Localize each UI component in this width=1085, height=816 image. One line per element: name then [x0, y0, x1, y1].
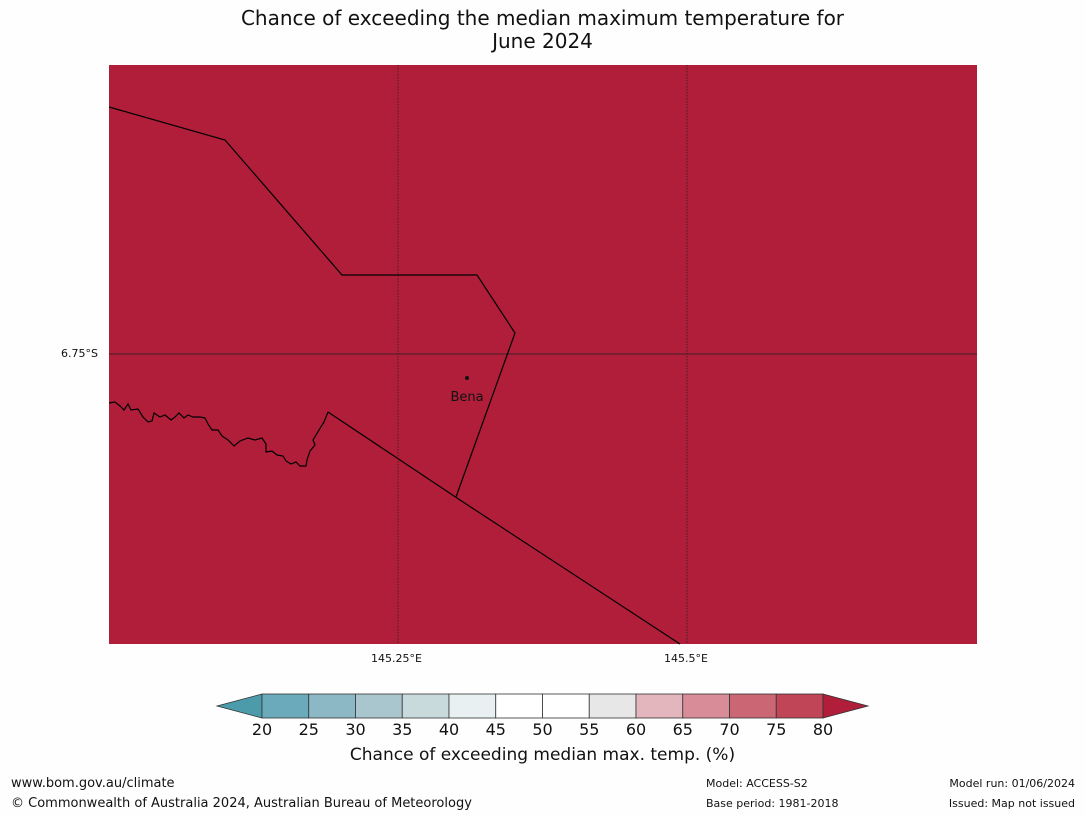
colorbar-swatch	[401, 693, 450, 719]
colorbar-swatch	[448, 693, 497, 719]
colorbar-swatch	[635, 693, 684, 719]
colorbar-tick-label: 55	[579, 720, 600, 739]
colorbar-extend-low	[215, 693, 263, 719]
colorbar-swatch	[729, 693, 777, 719]
place-bena: Bena	[450, 376, 484, 405]
place-marker	[465, 376, 469, 380]
colorbar-tick-label: 75	[766, 720, 787, 739]
colorbar-swatch	[682, 693, 730, 719]
colorbar-tick-label: 70	[719, 720, 740, 739]
colorbar-tick-label: 40	[438, 720, 460, 739]
colorbar-swatch	[495, 693, 543, 719]
graticule	[109, 65, 977, 644]
colorbar-tick-label: 35	[392, 720, 413, 739]
issued-text: Issued: Map not issued	[948, 797, 1075, 810]
colorbar-swatch	[261, 693, 310, 719]
lon-label-145-5: 145.5°E	[664, 652, 708, 665]
model-run-text: Model run: 01/06/2024	[949, 777, 1075, 790]
colorbar-tick-label: 65	[672, 720, 693, 739]
colorbar-label: Chance of exceeding median max. temp. (%…	[349, 745, 736, 765]
base-period-text: Base period: 1981-2018	[706, 797, 839, 810]
colorbar-extend-high	[822, 693, 870, 719]
map-area	[109, 65, 977, 644]
colorbar-swatch	[775, 693, 824, 719]
place-label: Bena	[450, 390, 483, 405]
colorbar-tick-label: 45	[485, 720, 506, 739]
colorbar-tick-label: 30	[345, 720, 366, 739]
province-border-south	[327, 411, 681, 645]
colorbar-swatch	[588, 693, 637, 719]
title-line-1: Chance of exceeding the median maximum t…	[240, 6, 845, 30]
colorbar-swatch	[308, 693, 356, 719]
colorbar-tick-label: 80	[812, 720, 834, 739]
model-text: Model: ACCESS-S2	[706, 777, 808, 790]
lat-label: 6.75°S	[61, 347, 98, 360]
colorbar-tick-label: 50	[532, 720, 553, 739]
colorbar-swatch	[542, 693, 590, 719]
coastline	[108, 401, 329, 467]
forecast-map: Bena	[108, 65, 977, 645]
province-border-north	[108, 106, 516, 498]
province-borders	[108, 106, 681, 645]
colorbar-tick-label: 60	[625, 720, 647, 739]
title-line-2: June 2024	[492, 29, 593, 53]
colorbar-tick-label: 25	[298, 720, 319, 739]
colorbar-tick-label: 20	[251, 720, 273, 739]
colorbar-swatch	[355, 693, 403, 719]
lon-label-145-25: 145.25°E	[371, 652, 422, 665]
copyright-text: © Commonwealth of Australia 2024, Austra…	[11, 796, 472, 811]
chart-title: Chance of exceeding the median maximum t…	[0, 7, 1085, 53]
website-text: www.bom.gov.au/climate	[11, 776, 175, 791]
